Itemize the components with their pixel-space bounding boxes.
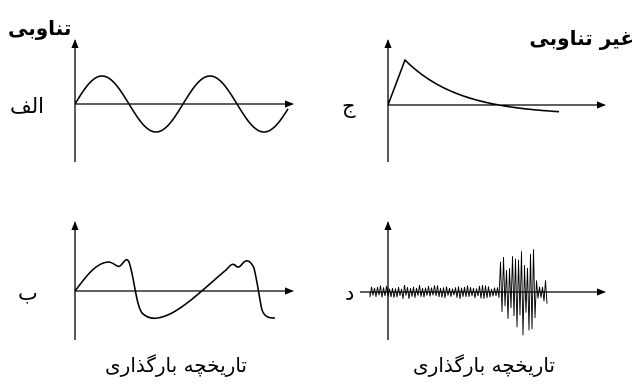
heading-periodic: تناوبی bbox=[8, 16, 71, 40]
panel-d-label: د bbox=[345, 281, 354, 305]
panel-a: الف bbox=[10, 39, 294, 162]
panel-a-label: الف bbox=[10, 94, 44, 118]
panel-d: د bbox=[345, 221, 606, 340]
panel-c: ج bbox=[342, 39, 606, 162]
caption-right: تاریخچه بارگذاری bbox=[413, 353, 555, 377]
panel-c-label: ج bbox=[342, 94, 356, 119]
panel-b: ب bbox=[18, 221, 294, 340]
panel-b-label: ب bbox=[18, 281, 38, 305]
panel-a-signal bbox=[74, 75, 289, 133]
panel-c-signal bbox=[387, 59, 560, 113]
heading-non-periodic: غیر تناوبی bbox=[529, 26, 634, 50]
panel-d-signal bbox=[369, 249, 548, 336]
panel-b-signal bbox=[74, 258, 276, 320]
caption-left: تاریخچه بارگذاری bbox=[105, 353, 247, 377]
